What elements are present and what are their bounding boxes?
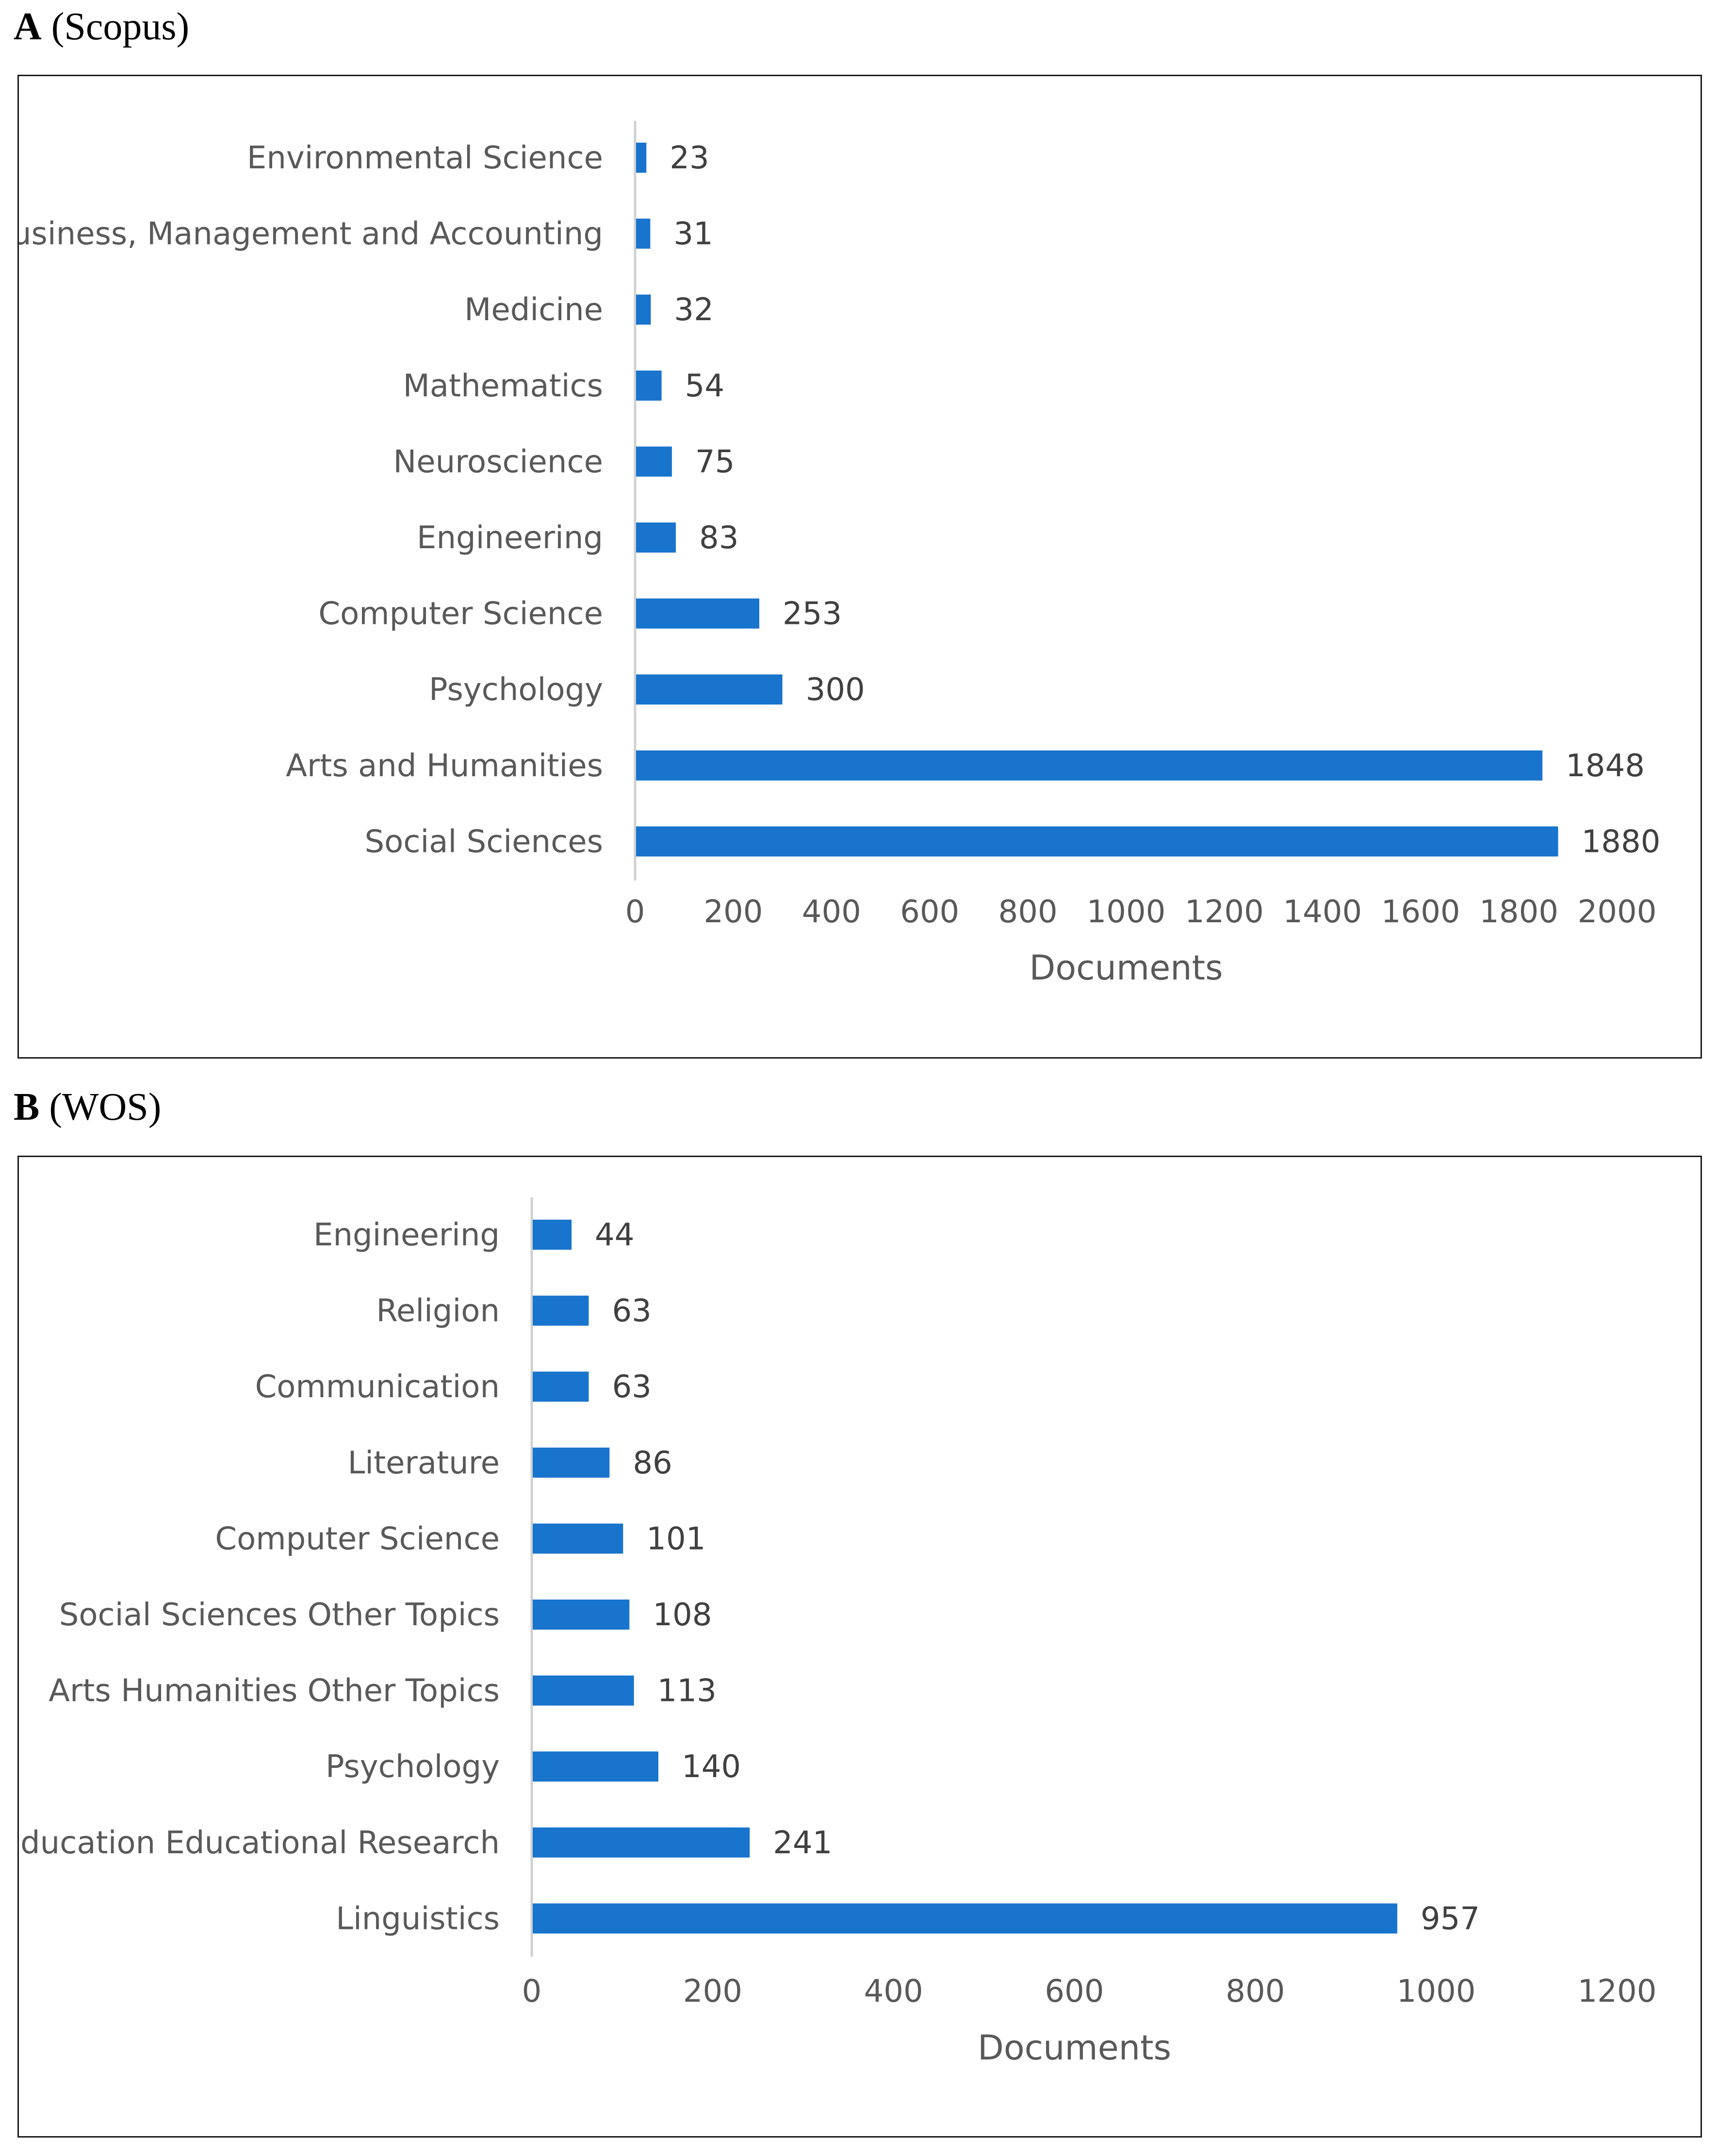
x-tick-label: 1000 [1087,894,1166,930]
category-label: Neuroscience [393,444,603,480]
data-label: 32 [674,292,713,328]
x-tick-label: 1200 [1185,894,1264,930]
bar [636,370,662,401]
x-tick-label: 400 [802,894,861,930]
bar [636,826,1558,857]
category-label: Business, Management and Accounting [19,216,603,252]
x-tick-label: 200 [703,894,763,930]
category-label: Education Educational Research [19,1825,500,1861]
bar [636,446,672,477]
bar [636,598,760,629]
bar [636,674,783,705]
panel-b-title: (WOS) [49,1086,162,1128]
category-label: Computer Science [215,1521,500,1557]
panel-a-title: (Scopus) [51,5,190,48]
x-axis-title: Documents [978,2028,1171,2068]
data-label: 86 [633,1445,672,1481]
category-label: Linguistics [336,1901,500,1937]
category-label: Arts and Humanities [286,748,603,784]
x-tick-label: 400 [864,1974,923,2009]
data-label: 113 [657,1673,717,1709]
data-label: 108 [653,1597,712,1633]
x-tick-label: 200 [683,1974,742,2009]
x-tick-label: 800 [998,894,1058,930]
bar [533,1447,610,1478]
bar [636,218,651,249]
x-tick-label: 1600 [1381,894,1460,930]
data-label: 300 [806,672,865,708]
bar [533,1751,658,1782]
data-label: 253 [783,596,842,632]
x-tick-label: 1200 [1578,1974,1657,2009]
bar [533,1372,589,1402]
data-label: 1880 [1582,824,1661,860]
data-label: 23 [670,140,709,176]
data-label: 101 [646,1521,705,1557]
data-label: 31 [673,216,713,252]
bar [533,1600,630,1630]
bar [533,1827,750,1858]
panel-b-chart: Engineering 44 Religion 63 Communication 63 Li… [19,1197,1657,2068]
panel-b-label: B (WOS) [14,1088,161,1127]
category-label: Mathematics [403,368,603,404]
x-tick-label: 1800 [1479,894,1558,930]
category-label: Medicine [464,292,603,328]
bar [533,1220,572,1250]
x-tick-label: 2000 [1578,894,1657,930]
category-label: Environmental Science [247,140,603,176]
panel-b-letter: B [14,1086,40,1128]
x-tick-label: 1400 [1283,894,1362,930]
data-label: 1848 [1566,748,1645,784]
data-label: 44 [595,1217,634,1253]
data-label: 54 [685,368,724,404]
category-label: Engineering [417,520,603,556]
category-label: Psychology [429,672,603,708]
data-label: 140 [682,1749,741,1785]
x-tick-label: 600 [1045,1974,1104,2009]
x-tick-label: 0 [625,894,645,930]
bar [533,1295,589,1326]
bar [636,143,647,173]
panel-a-label: A (Scopus) [14,7,189,46]
panel-a-letter: A [14,5,42,48]
x-axis-title: Documents [1029,948,1223,988]
category-label: Religion [376,1293,500,1329]
data-label: 957 [1421,1901,1480,1937]
x-tick-label: 0 [522,1974,542,2009]
bar [636,294,651,325]
x-tick-label: 800 [1226,1974,1285,2009]
data-label: 83 [699,520,738,556]
bar [533,1675,634,1706]
data-label: 63 [612,1293,651,1329]
category-label: Social Sciences [364,824,603,860]
bar [533,1523,623,1554]
panel-b-frame: Engineering 44 Religion 63 Communication 63 Li… [17,1156,1702,2138]
bar [636,523,676,553]
bar [636,750,1543,781]
panel-a-chart: Environmental Science 23 Business, Managem… [19,121,1661,988]
category-label: Computer Science [318,596,603,632]
category-label: Psychology [326,1749,500,1785]
category-label: Literature [348,1445,500,1481]
data-label: 63 [612,1369,651,1405]
category-label: Engineering [313,1217,500,1253]
category-label: Communication [255,1369,500,1405]
panel-a-frame: Environmental Science 23 Business, Managem… [17,75,1702,1059]
data-label: 75 [695,444,735,480]
x-tick-label: 600 [900,894,959,930]
bar [533,1903,1398,1934]
x-tick-label: 1000 [1397,1974,1476,2009]
category-label: Arts Humanities Other Topics [49,1673,500,1709]
category-label: Social Sciences Other Topics [59,1597,500,1633]
data-label: 241 [773,1825,832,1861]
